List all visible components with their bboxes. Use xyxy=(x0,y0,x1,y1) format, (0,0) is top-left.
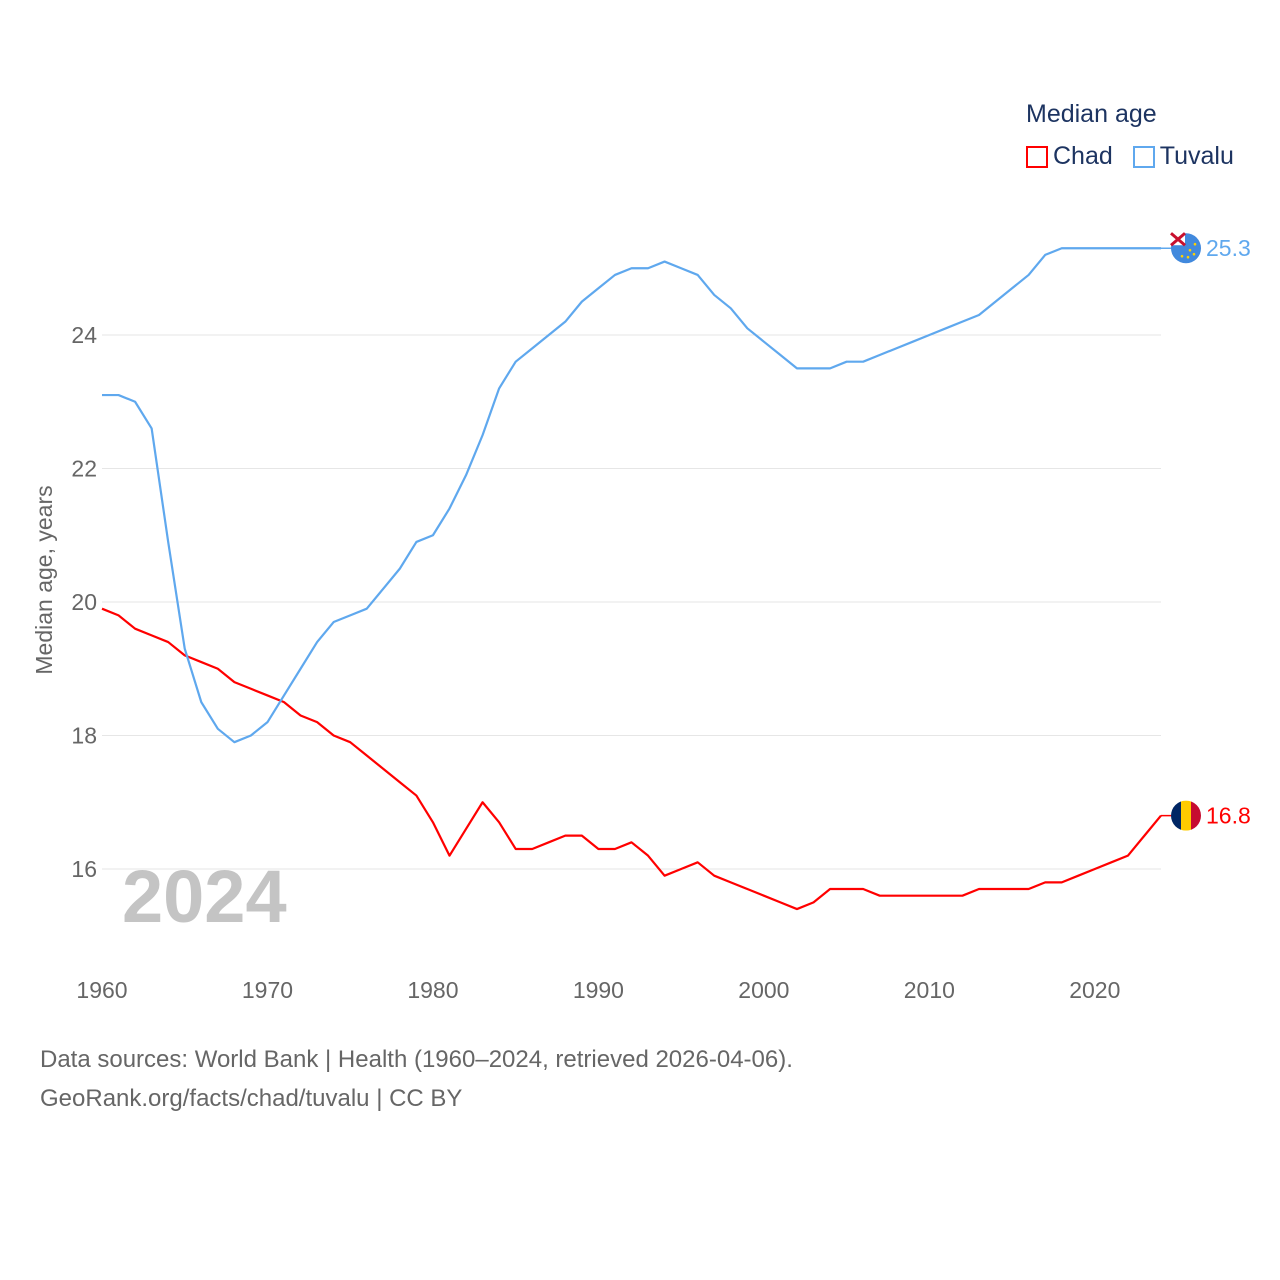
y-tick-label: 22 xyxy=(71,456,97,482)
year-label: 2024 xyxy=(122,855,287,938)
legend-label: Chad xyxy=(1053,142,1113,170)
y-tick-label: 20 xyxy=(71,589,97,615)
end-value-label: 25.3 xyxy=(1206,235,1251,261)
y-axis-label: Median age, years xyxy=(31,485,57,674)
x-tick-label: 2000 xyxy=(738,977,789,1003)
x-tick-label: 2020 xyxy=(1069,977,1120,1003)
flag-stripe xyxy=(1191,800,1201,831)
attribution-link[interactable]: GeoRank.org/facts/chad/tuvalu | CC BY xyxy=(40,1085,463,1112)
flag-star xyxy=(1180,254,1184,258)
end-value-label: 16.8 xyxy=(1206,803,1251,829)
flag-stripe xyxy=(1171,800,1181,831)
flag-stripe xyxy=(1181,800,1191,831)
x-tick-label: 1980 xyxy=(407,977,458,1003)
legend: Chad Tuvalu xyxy=(1026,142,1234,171)
flag-cross xyxy=(1170,232,1186,247)
y-tick-label: 16 xyxy=(71,856,97,882)
flag-star xyxy=(1188,248,1192,252)
series-line-chad xyxy=(101,607,1162,911)
flag-star xyxy=(1186,255,1190,259)
x-tick-label: 1990 xyxy=(573,977,624,1003)
legend-item-tuvalu[interactable]: Tuvalu xyxy=(1132,142,1234,171)
legend-swatch-tuvalu xyxy=(1132,145,1155,168)
legend-label: Tuvalu xyxy=(1159,142,1234,170)
y-tick-label: 18 xyxy=(71,723,97,749)
legend-swatch-chad xyxy=(1026,145,1048,168)
x-tick-label: 1970 xyxy=(242,977,293,1003)
x-tick-label: 1960 xyxy=(76,977,127,1003)
data-source: Data sources: World Bank | Health (1960–… xyxy=(40,1046,793,1073)
legend-title: Median age xyxy=(1026,100,1157,128)
x-tick-label: 2010 xyxy=(904,977,955,1003)
flag-star xyxy=(1192,252,1196,256)
flag-star xyxy=(1193,242,1197,246)
legend-item-chad[interactable]: Chad xyxy=(1026,142,1113,171)
y-tick-label: 24 xyxy=(71,322,97,348)
series-line-tuvalu xyxy=(102,247,1161,744)
